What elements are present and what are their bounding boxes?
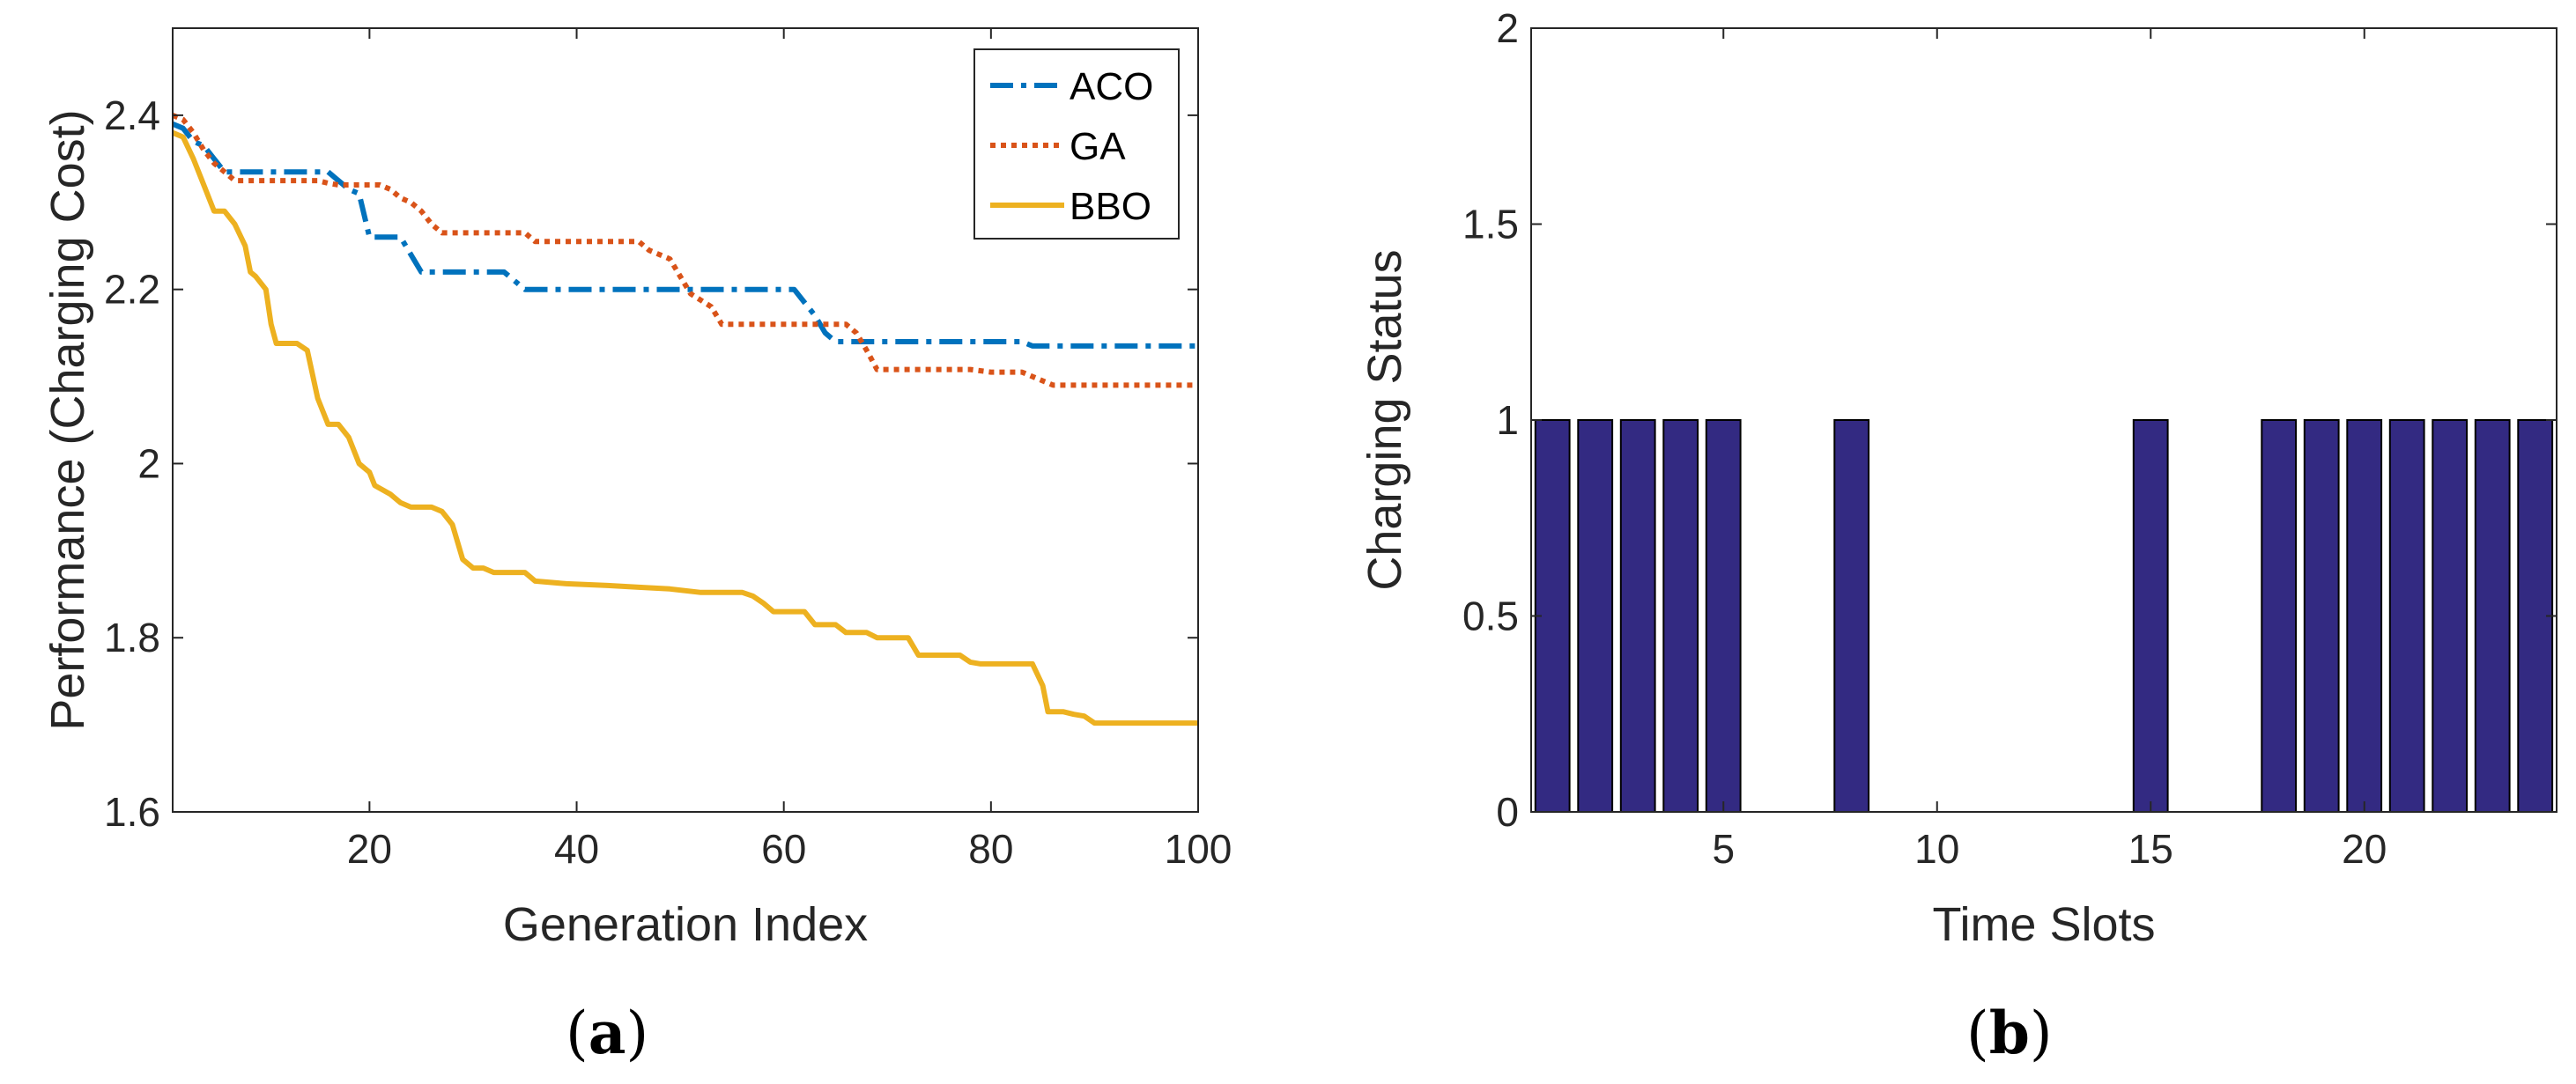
legend-label-ga: GA <box>1070 125 1126 168</box>
x-tick-label-a: 20 <box>347 826 392 872</box>
bar-slot-23 <box>2474 419 2511 813</box>
bar-slot-4 <box>1662 419 1699 813</box>
x-tick-label-b: 5 <box>1712 826 1735 872</box>
x-tick-label-b: 20 <box>2342 826 2387 872</box>
bar-slot-3 <box>1619 419 1656 813</box>
panel-a-line-chart: 20 40 60 80 100 1.6 1.8 2 2.2 2.4 Generation Inde… <box>41 27 1232 1067</box>
y-tick-label-b: 0.5 <box>1462 594 1519 639</box>
bar-slot-5 <box>1705 419 1742 813</box>
y-tick-label-b: 1 <box>1496 397 1519 443</box>
y-tick-label-b: 2 <box>1496 5 1519 51</box>
x-tick-label-b: 10 <box>1914 826 1959 872</box>
x-tick-label-a: 100 <box>1165 826 1232 872</box>
bar-slot-19 <box>2303 419 2340 813</box>
panel-b-bar-chart: 5 10 15 20 0 0.5 1 1.5 2 Time Slots Charging Sta… <box>1358 5 2557 1067</box>
y-tick-label-b: 1.5 <box>1462 202 1519 247</box>
ticks-group-a: 20 40 60 80 100 1.6 1.8 2 2.2 2.4 <box>104 28 1232 872</box>
bar-slot-18 <box>2261 419 2298 813</box>
x-tick-label-a: 80 <box>968 826 1013 872</box>
plot-area-b <box>1531 28 2557 812</box>
x-tick-label-a: 60 <box>761 826 806 872</box>
y-tick-label-a: 2.4 <box>104 92 160 138</box>
y-tick-label-a: 1.6 <box>104 789 160 835</box>
panel-label-a: (a) <box>566 999 648 1067</box>
bar-slot-22 <box>2432 419 2469 813</box>
x-axis-label-a: Generation Index <box>503 898 868 951</box>
series-group-a <box>173 113 1198 726</box>
y-tick-label-a: 1.8 <box>104 615 160 660</box>
series-line-aco <box>173 122 1198 349</box>
legend-label-aco: ACO <box>1070 65 1153 108</box>
legend: ACO GA BBO <box>973 48 1180 240</box>
y-tick-label-a: 2 <box>137 440 160 486</box>
y-axis-label-b: Charging Status <box>1358 249 1411 590</box>
x-tick-label-b: 15 <box>2128 826 2173 872</box>
bar-slot-15 <box>2132 419 2169 813</box>
x-tick-label-a: 40 <box>554 826 599 872</box>
series-line-bbo <box>173 129 1198 726</box>
axes-box-a <box>172 27 1199 813</box>
panel-label-b: (b) <box>1966 999 2053 1067</box>
ticks-group-b: 5 10 15 20 0 0.5 1 1.5 2 <box>1462 5 2557 872</box>
x-axis-label-b: Time Slots <box>1932 898 2155 951</box>
bar-slot-20 <box>2346 419 2383 813</box>
y-axis-label-a: Performance (Charging Cost) <box>41 109 94 730</box>
bar-slot-21 <box>2388 419 2425 813</box>
y-tick-label-b: 0 <box>1496 789 1519 835</box>
bar-slot-8 <box>1833 419 1870 813</box>
y-tick-label-a: 2.2 <box>104 267 160 313</box>
bar-slot-2 <box>1577 419 1614 813</box>
axes-box-b <box>1530 27 2557 813</box>
legend-label-bbo: BBO <box>1070 185 1151 228</box>
